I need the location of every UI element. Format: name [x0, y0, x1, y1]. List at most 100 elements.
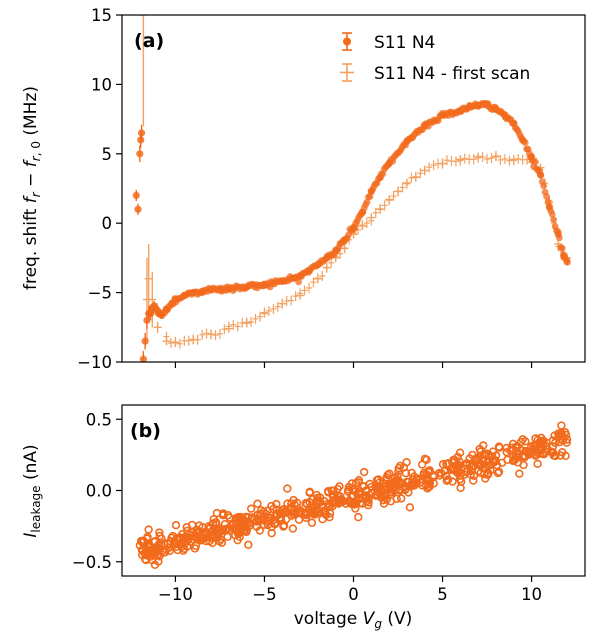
- series-1-point: [137, 124, 146, 142]
- leakage-point: [139, 536, 148, 546]
- series-1-marker: [137, 129, 146, 137]
- series-2-point: [252, 313, 259, 324]
- leakage-point: [294, 515, 304, 524]
- leakage-point: [479, 450, 489, 460]
- leakage-point: [307, 518, 317, 527]
- leakage-point: [558, 432, 567, 441]
- leakage-point: [404, 488, 413, 497]
- series-1-marker: [563, 256, 570, 264]
- leakage-point: [348, 500, 358, 509]
- series-1-marker: [134, 205, 142, 213]
- leakage-point: [247, 514, 256, 523]
- series-2-point: [199, 329, 206, 340]
- series-1-marker: [521, 139, 529, 146]
- leakage-point: [319, 507, 328, 516]
- leakage-point: [538, 449, 547, 458]
- leakage-point: [515, 469, 524, 478]
- leakage-point: [405, 503, 415, 512]
- series-2-point: [363, 218, 370, 229]
- leakage-point: [359, 467, 369, 477]
- series-2-point: [368, 215, 375, 226]
- series-2-point: [265, 305, 272, 316]
- leakage-point: [223, 511, 233, 520]
- leakage-point: [561, 451, 570, 461]
- leakage-point: [197, 532, 206, 542]
- leakage-point: [455, 475, 465, 484]
- series-2-point: [301, 285, 308, 296]
- panel-a-ticks: −10 −5 0 5 10 15: [77, 6, 533, 372]
- leakage-point: [456, 483, 465, 493]
- leakage-point: [502, 448, 511, 457]
- series-1-marker: [366, 193, 374, 201]
- series-2-point: [390, 191, 397, 202]
- series-1-marker: [548, 211, 556, 218]
- series-2-point: [194, 334, 201, 345]
- series-1-marker: [554, 228, 562, 236]
- series-2-point: [323, 262, 330, 273]
- xlabel-prefix: voltage: [294, 609, 363, 629]
- leakage-point: [354, 512, 363, 522]
- series-2-point: [163, 331, 170, 342]
- leakage-point: [532, 440, 541, 450]
- series-2-point: [261, 307, 268, 318]
- series-2-point: [359, 220, 366, 231]
- leakage-point: [301, 498, 310, 508]
- leakage-point: [419, 470, 428, 480]
- leakage-point: [154, 557, 163, 566]
- leakage-point: [141, 544, 151, 553]
- leakage-point: [272, 499, 281, 509]
- panel-b-ytick-label: −0.5: [72, 553, 112, 572]
- panel-a-ytick-label: −10: [77, 353, 112, 372]
- leakage-point: [312, 490, 321, 500]
- leakage-point: [438, 460, 448, 469]
- series-2-point: [381, 200, 388, 211]
- panel-b-label: (b): [130, 420, 161, 442]
- panel-a-ytick-label: 15: [91, 6, 112, 25]
- leakage-point: [276, 514, 286, 524]
- leakage-point: [246, 504, 256, 513]
- series-2-point: [314, 273, 321, 284]
- leakage-point: [279, 521, 289, 530]
- panel-a-label: (a): [134, 30, 164, 52]
- leakage-point: [437, 469, 446, 478]
- leakage-point: [394, 467, 403, 476]
- leakage-point: [466, 466, 476, 476]
- leakage-point: [208, 534, 217, 543]
- leakage-point: [506, 446, 515, 455]
- series-2-point: [501, 154, 508, 165]
- series-2-point: [172, 337, 179, 348]
- leakage-point: [385, 469, 394, 478]
- leakage-point: [351, 486, 360, 496]
- series-2-point: [461, 153, 468, 164]
- leakage-point: [309, 504, 318, 513]
- leakage-point: [154, 539, 164, 549]
- xlabel-unit: (V): [382, 609, 412, 629]
- series-1-marker: [531, 158, 539, 166]
- series-2-point: [386, 195, 393, 206]
- series-2-point: [475, 153, 482, 164]
- leakage-point: [429, 472, 439, 482]
- series-1-marker: [139, 355, 147, 362]
- leakage-point: [292, 498, 302, 507]
- leakage-point: [402, 457, 411, 467]
- legend-marker-series-2: [340, 63, 354, 82]
- leakage-point: [351, 504, 360, 513]
- series-2-point: [203, 328, 210, 339]
- leakage-point: [256, 509, 266, 519]
- panel-b-xtick-label: 10: [521, 585, 542, 604]
- panel-b-ylabel: Ileakage (nA): [21, 444, 43, 537]
- panel-b: −10 −5 0 5 10 −0.5 0.0 0.5 (b) Ileakage (nA) vo…: [21, 404, 586, 631]
- series-2-point: [185, 335, 192, 346]
- series-2-point: [479, 151, 486, 162]
- leakage-point: [323, 487, 333, 496]
- leakage-point: [216, 535, 225, 544]
- leakage-point: [393, 475, 403, 485]
- leakage-point: [484, 468, 493, 478]
- series-2-point: [176, 338, 183, 349]
- leakage-point: [190, 544, 200, 553]
- series-1-point: [132, 189, 140, 201]
- legend: S11 N4 S11 N4 - first scan: [340, 32, 530, 84]
- leakage-point: [475, 444, 484, 454]
- series-1-marker: [550, 216, 558, 224]
- leakage-point: [208, 538, 217, 548]
